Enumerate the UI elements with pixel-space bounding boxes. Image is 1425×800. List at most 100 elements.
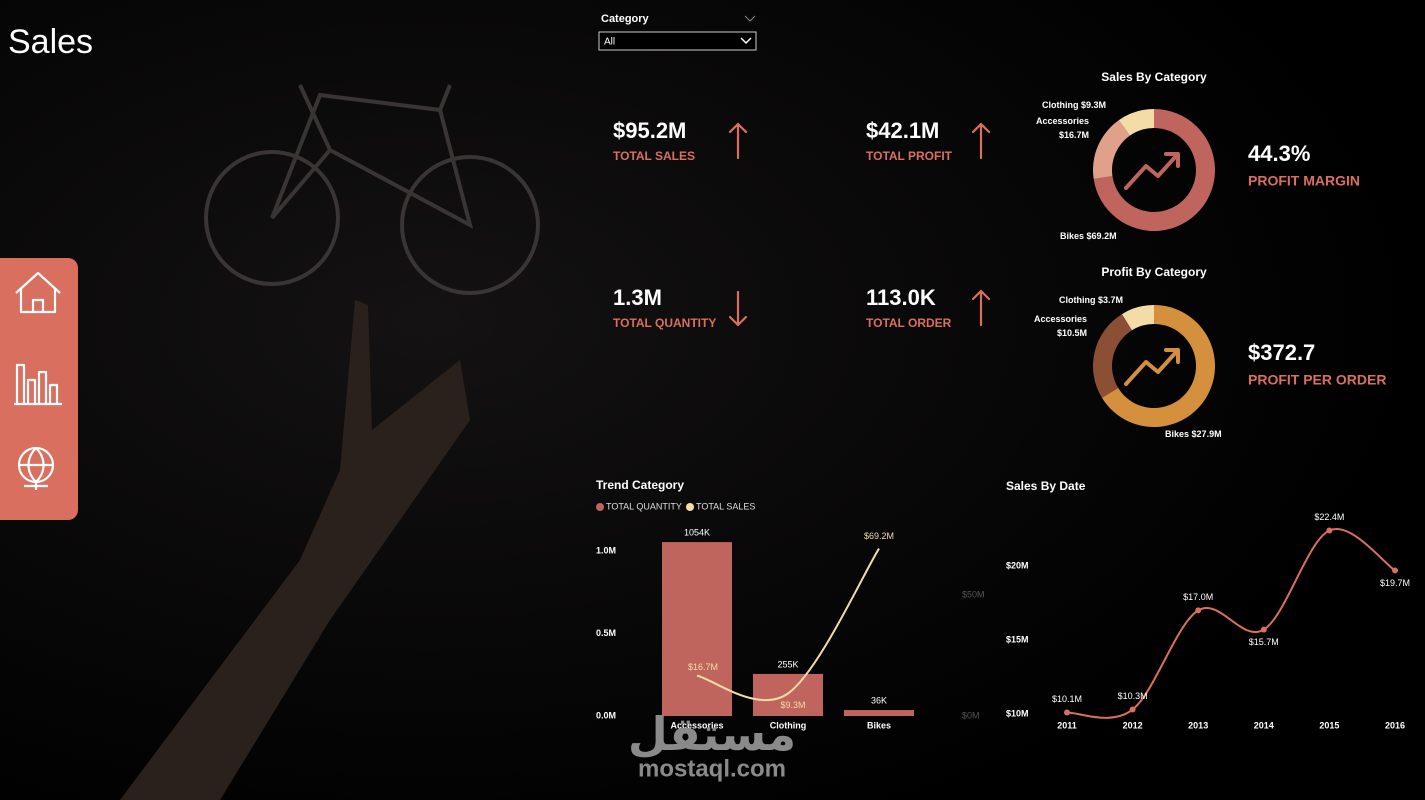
point: [1326, 527, 1333, 534]
bar: [844, 710, 914, 716]
slice-value: $27.9M: [1192, 429, 1222, 439]
watermark: مستقل: [628, 708, 796, 760]
donut-slice: [1093, 109, 1215, 231]
slice-label: Bikes $69.2M: [1060, 231, 1117, 241]
kpi-value: $372.7: [1248, 340, 1315, 365]
legend-label: TOTAL QUANTITY: [606, 501, 682, 511]
slice-label: Bikes $27.9M: [1165, 429, 1222, 439]
x-tick-label: Accessories: [670, 720, 723, 730]
line-label: $16.7M: [688, 662, 718, 672]
dropdown-value[interactable]: All: [604, 37, 615, 48]
x-tick-label: 2016: [1385, 720, 1405, 730]
x-tick-label: 2014: [1254, 720, 1274, 730]
chart-title: Sales By Date: [1006, 479, 1086, 493]
filter-chevron: [744, 15, 756, 22]
slice-value: $10.5M: [1057, 328, 1087, 338]
point: [1195, 607, 1202, 614]
slice-value: $16.7M: [1059, 130, 1089, 140]
chart-title: Trend Category: [596, 478, 684, 492]
kpi-value: $95.2M: [613, 118, 686, 143]
slice-category: Bikes: [1060, 231, 1084, 241]
bar-label: 255K: [777, 659, 798, 669]
donut-slice: [1093, 314, 1132, 398]
dropdown-chevron: [740, 37, 752, 45]
point: [1260, 626, 1267, 633]
donut-slice: [1093, 120, 1130, 179]
page-title: Sales: [8, 23, 93, 61]
map-button[interactable]: [17, 446, 55, 490]
point-label: $17.0M: [1183, 592, 1213, 602]
point-label: $10.1M: [1052, 694, 1082, 704]
y-tick-label: $15M: [1006, 634, 1029, 644]
y-tick-label: 0.5M: [596, 628, 616, 638]
filter-label: Category: [601, 13, 650, 25]
kpi-label: PROFIT PER ORDER: [1248, 372, 1386, 388]
watermark: mostaql.com: [638, 755, 786, 782]
y-tick-label: 0.0M: [596, 710, 616, 720]
x-tick-label: 2011: [1057, 720, 1077, 730]
slice-value: $3.7M: [1098, 295, 1123, 305]
slice-category: Bikes: [1165, 429, 1189, 439]
kpi-label: PROFIT MARGIN: [1248, 173, 1360, 189]
x-tick-label: Bikes: [867, 720, 891, 730]
slice-label: Accessories $10.5M: [1034, 314, 1087, 338]
donut-slice: [1101, 305, 1215, 427]
point: [1129, 706, 1136, 713]
trend-icon: [1124, 348, 1180, 386]
point: [1392, 567, 1398, 574]
kpi-label: TOTAL PROFIT: [866, 149, 953, 163]
slice-value: $9.3M: [1081, 100, 1106, 110]
kpi-label: TOTAL SALES: [613, 149, 695, 163]
hand-illustration: [120, 300, 470, 800]
down-arrow: [728, 290, 748, 327]
slice-category: Accessories: [1034, 314, 1087, 324]
kpi-label: TOTAL ORDER: [866, 316, 952, 330]
point-label: $19.7M: [1380, 578, 1410, 588]
y-tick-label: 1.0M: [596, 545, 616, 555]
kpi-value: 1.3M: [613, 285, 662, 310]
up-arrow: [728, 122, 748, 160]
slice-category: Clothing: [1042, 100, 1079, 110]
up-arrow: [971, 289, 991, 327]
home-button[interactable]: [15, 271, 61, 314]
bar-label: 36K: [871, 695, 887, 705]
x-tick-label: 2015: [1319, 720, 1339, 730]
donut-slice: [1118, 109, 1154, 136]
report-button[interactable]: [14, 363, 62, 406]
slice-label: Accessories $16.7M: [1036, 116, 1089, 140]
kpi-value: 113.0K: [866, 285, 936, 310]
kpi-label: TOTAL QUANTITY: [613, 316, 716, 330]
x-tick-label: Clothing: [770, 720, 807, 730]
point: [1064, 709, 1070, 716]
legend-marker: [596, 503, 604, 511]
bike-illustration: [204, 84, 540, 295]
line-label: $69.2M: [864, 531, 894, 541]
up-arrow: [971, 122, 991, 160]
legend-label: TOTAL SALES: [696, 501, 755, 511]
bar: [753, 673, 823, 716]
legend-marker: [686, 503, 694, 511]
x-tick-label: 2012: [1123, 720, 1143, 730]
dropdown-box[interactable]: [598, 31, 757, 51]
line-label: $9.3M: [780, 700, 805, 710]
filter-dropdown[interactable]: All: [598, 31, 757, 51]
kpi-value: 44.3%: [1248, 141, 1310, 166]
trend-line: [696, 548, 880, 701]
trend-icon: [1124, 152, 1180, 190]
slice-category: Accessories: [1036, 116, 1089, 126]
point-label: $10.3M: [1118, 691, 1148, 701]
y-tick-label: $20M: [1006, 560, 1029, 570]
chart-title: Profit By Category: [1101, 265, 1207, 279]
y-tick-label: $10M: [1006, 708, 1029, 718]
slice-label: Clothing $3.7M: [1059, 295, 1123, 305]
donut-slice: [1122, 305, 1154, 331]
x-tick-label: 2013: [1188, 720, 1208, 730]
slice-label: Clothing $9.3M: [1042, 100, 1106, 110]
bar-label: 1054K: [684, 527, 710, 537]
y2-tick-label: $0M: [962, 710, 980, 720]
slice-value: $69.2M: [1087, 231, 1117, 241]
point-label: $22.4M: [1314, 512, 1344, 522]
point-label: $15.7M: [1249, 637, 1279, 647]
chart-title: Sales By Category: [1101, 70, 1207, 84]
